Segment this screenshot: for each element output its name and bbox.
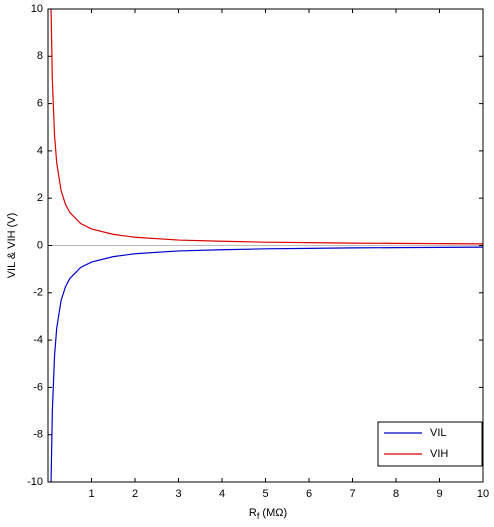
- y-tick-label: -2: [33, 287, 43, 299]
- x-axis-label-subscript: f: [257, 511, 260, 521]
- x-tick-label: 2: [132, 488, 138, 500]
- plot-frame: [47, 8, 484, 483]
- y-tick-label: -8: [33, 429, 43, 441]
- x-tick-label: 6: [306, 488, 312, 500]
- series-line: [50, 8, 484, 245]
- y-tick-label: -10: [27, 476, 43, 488]
- legend-box: [377, 421, 483, 467]
- y-tick-label: 2: [37, 192, 43, 204]
- x-tick-label: 5: [262, 488, 268, 500]
- y-tick-label: 4: [37, 145, 43, 157]
- legend-label: VIH: [430, 448, 448, 460]
- x-axis-label-unit: (MΩ): [259, 507, 287, 519]
- x-tick-label: 9: [436, 488, 442, 500]
- x-tick-label: 4: [219, 488, 225, 500]
- x-tick-label: 3: [175, 488, 181, 500]
- series-line: [50, 246, 484, 483]
- y-tick-label: 10: [31, 3, 43, 15]
- legend-label: VIL: [430, 427, 447, 439]
- y-tick-label: -4: [33, 334, 43, 346]
- y-axis-label: VIL & VIH (V): [6, 213, 18, 279]
- y-tick-label: 6: [37, 98, 43, 110]
- x-axis-label-main: R: [249, 507, 257, 519]
- x-tick-label: 8: [393, 488, 399, 500]
- x-tick-label: 10: [477, 488, 489, 500]
- y-tick-label: 8: [37, 50, 43, 62]
- x-tick-label: 7: [349, 488, 355, 500]
- x-tick-label: 1: [88, 488, 94, 500]
- y-tick-label: 0: [37, 239, 43, 251]
- y-tick-label: -6: [33, 381, 43, 393]
- x-axis-label: Rf (MΩ): [249, 507, 287, 521]
